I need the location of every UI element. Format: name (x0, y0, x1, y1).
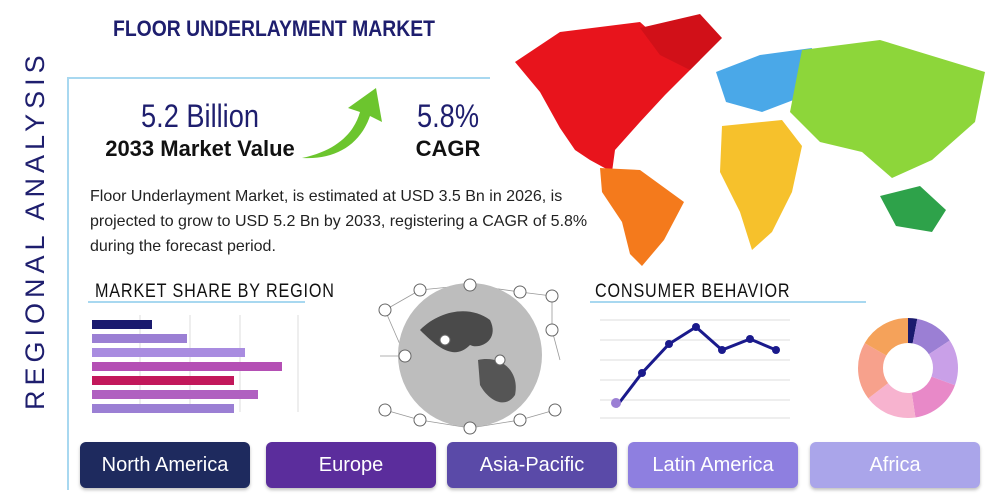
region-button[interactable]: Asia-Pacific (447, 442, 617, 488)
bar-illustration (92, 315, 299, 413)
stat-value: 5.8% (417, 98, 479, 134)
side-label: REGIONAL ANALYSIS (20, 50, 50, 410)
frame (67, 77, 490, 490)
line-illustration (600, 319, 790, 419)
region-button[interactable]: Europe (266, 442, 436, 488)
growth-arrow (302, 88, 382, 159)
region-button[interactable]: North America (80, 442, 250, 488)
section-title: CONSUMER BEHAVIOR (595, 281, 791, 302)
globe-illustration (378, 278, 562, 435)
stat-label: CAGR (415, 136, 481, 161)
section-title: MARKET SHARE BY REGION (95, 281, 335, 302)
world-map (515, 14, 985, 266)
region-button[interactable]: Africa (810, 442, 980, 488)
donut-illustration (858, 318, 958, 418)
region-button[interactable]: Latin America (628, 442, 798, 488)
stat-value: 5.2 Billion (141, 98, 259, 134)
description: Floor Underlayment Market, is estimated … (90, 188, 588, 255)
page-title: FLOOR UNDERLAYMENT MARKET (113, 16, 435, 41)
stat-label: 2033 Market Value (105, 136, 295, 161)
